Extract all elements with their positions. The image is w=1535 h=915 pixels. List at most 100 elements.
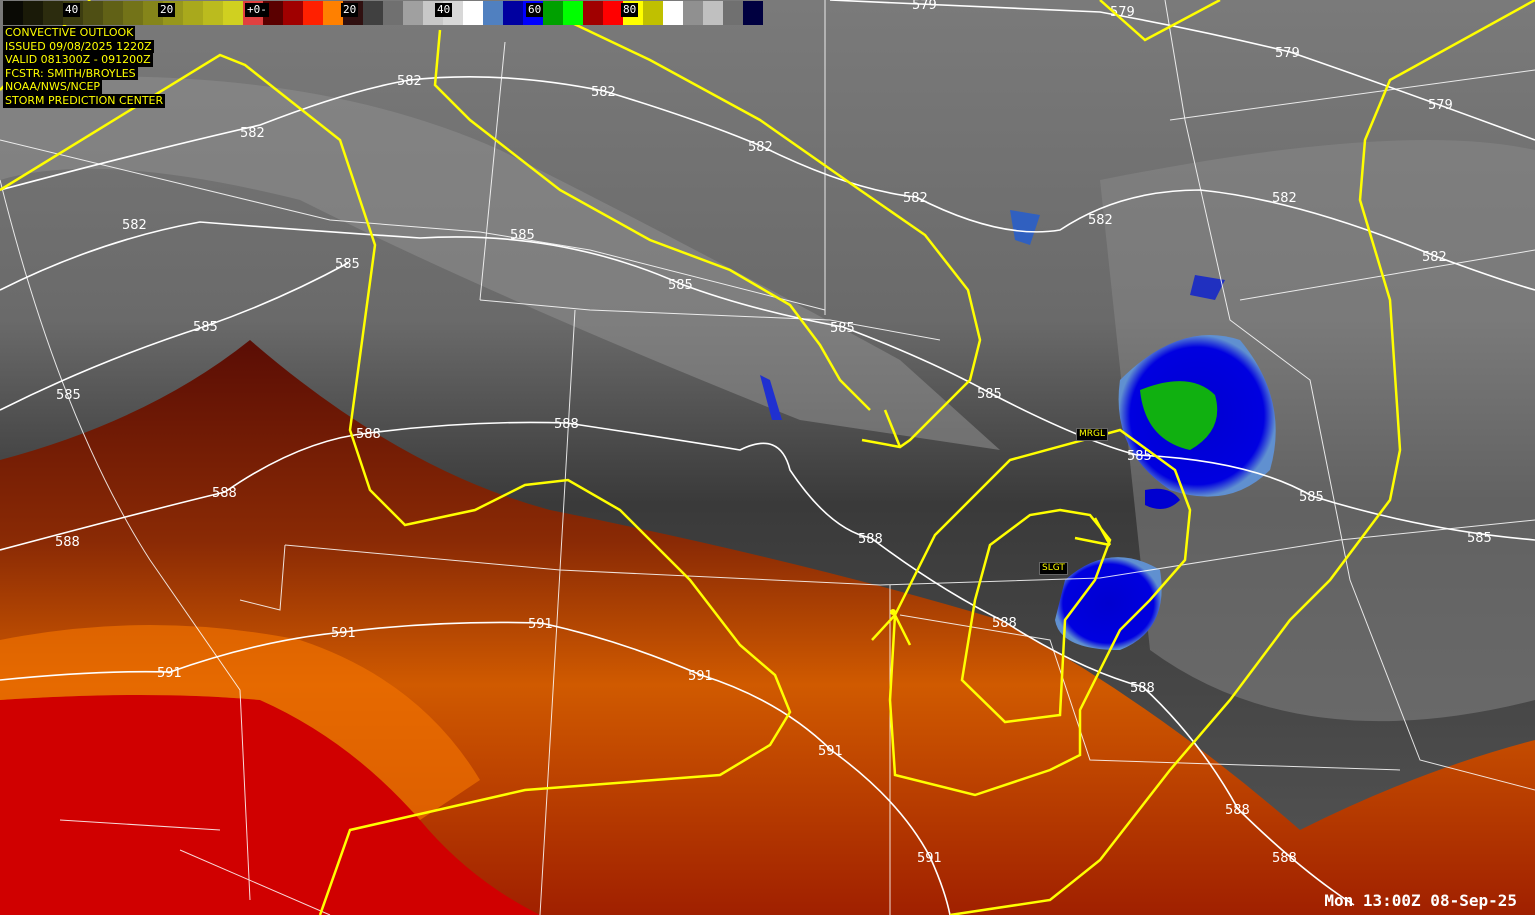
color-scale-segment	[563, 1, 583, 25]
storm-cell	[1145, 488, 1180, 509]
orange-band	[0, 625, 480, 820]
scale-tick: 80	[621, 3, 639, 17]
contour-label: 579	[1428, 98, 1453, 113]
scale-tick: 60	[526, 3, 544, 17]
scale-tick: 20	[158, 3, 176, 17]
contour-label: 585	[830, 321, 855, 336]
contour-585b	[0, 262, 349, 411]
contour-label: 588	[858, 532, 883, 547]
marginal-line-south	[871, 428, 1192, 797]
contour-label: 582	[748, 140, 773, 155]
contour-582	[0, 76, 1535, 291]
scale-tick: 20	[341, 3, 359, 17]
contour-label: 591	[818, 744, 843, 759]
storm-cell	[1190, 275, 1225, 300]
contour-label: 585	[56, 388, 81, 403]
color-scale-segment	[23, 1, 43, 25]
contour-label: 585	[335, 257, 360, 272]
contour-label: 585	[193, 320, 218, 335]
storm-cluster-south	[1055, 557, 1162, 650]
color-scale-segment	[303, 1, 323, 25]
contour-label: 582	[1272, 191, 1297, 206]
marginal-line-west	[0, 53, 792, 915]
scale-tick: +0-	[245, 3, 269, 17]
contour-label: 585	[668, 278, 693, 293]
contour-579	[829, 0, 1535, 141]
color-scale-segment	[683, 1, 703, 25]
color-scale-segment	[223, 1, 243, 25]
info-issued: ISSUED 09/08/2025 1220Z	[3, 39, 154, 54]
slight-risk-line	[960, 508, 1112, 724]
info-center: STORM PREDICTION CENTER	[3, 93, 166, 108]
contour-label: 588	[1130, 681, 1155, 696]
color-scale-segment	[83, 1, 103, 25]
marginal-line-east	[949, 0, 1535, 915]
color-scale-segment	[663, 1, 683, 25]
color-scale-segment	[483, 1, 503, 25]
color-scale-segment	[123, 1, 143, 25]
color-scale-bar	[3, 1, 763, 25]
contour-label: 588	[55, 535, 80, 550]
contour-label: 588	[1272, 851, 1297, 866]
color-scale-segment	[723, 1, 743, 25]
contour-label: 591	[331, 626, 356, 641]
contour-591	[0, 621, 951, 915]
contour-label: 588	[212, 486, 237, 501]
info-title: CONVECTIVE OUTLOOK	[3, 26, 136, 40]
info-forecasters: FCSTR: SMITH/BROYLES	[3, 66, 138, 81]
contour-585	[0, 221, 1535, 541]
contour-label: 582	[240, 126, 265, 141]
contour-label: 579	[1275, 46, 1300, 61]
storm-cell	[760, 375, 782, 420]
contour-label: 582	[1088, 213, 1113, 228]
color-scale-segment	[463, 1, 483, 25]
color-scale-segment	[3, 1, 23, 25]
contour-588	[0, 421, 1355, 906]
red-region	[0, 695, 540, 915]
color-scale-segment	[183, 1, 203, 25]
marginal-line-north	[569, 20, 982, 449]
color-scale-segment	[43, 1, 63, 25]
contour-labels: 579 579 579 579 582 582 582 582 582 582 …	[55, 0, 1492, 866]
contour-label: 582	[122, 218, 147, 233]
color-scale-segment	[503, 1, 523, 25]
outlook-point	[890, 609, 896, 615]
contour-label: 585	[1467, 531, 1492, 546]
contour-label: 585	[1299, 490, 1324, 505]
contour-label: 585	[1127, 449, 1152, 464]
scale-tick: 40	[63, 3, 81, 17]
color-scale-segment	[403, 1, 423, 25]
contour-label: 582	[1422, 250, 1447, 265]
color-scale-segment	[383, 1, 403, 25]
color-scale-segment	[363, 1, 383, 25]
info-agency: NOAA/NWS/NCEP	[3, 80, 103, 94]
color-scale-segment	[283, 1, 303, 25]
bright-cloud-band	[0, 76, 1000, 450]
color-scale-segment	[323, 1, 343, 25]
color-scale-segment	[643, 1, 663, 25]
contour-label: 579	[1110, 5, 1135, 20]
contour-label: 582	[397, 74, 422, 89]
contour-label: 585	[977, 387, 1002, 402]
contour-label: 579	[912, 0, 937, 13]
color-scale-segment	[703, 1, 723, 25]
color-scale-segment	[743, 1, 763, 25]
scale-tick: 40	[435, 3, 453, 17]
contour-label: 591	[157, 666, 182, 681]
info-valid: VALID 081300Z - 091200Z	[3, 53, 153, 67]
timestamp: Mon 13:00Z 08-Sep-25	[1324, 891, 1517, 910]
marginal-risk-label: MRGL	[1076, 428, 1109, 441]
color-scale-segment	[583, 1, 603, 25]
contour-label: 591	[917, 851, 942, 866]
color-scale-segment	[543, 1, 563, 25]
contour-label: 585	[510, 228, 535, 243]
contour-label: 588	[356, 427, 381, 442]
very-cold-tops	[1140, 381, 1218, 450]
slight-risk-label: SLGT	[1039, 562, 1068, 575]
contour-label: 591	[528, 617, 553, 632]
contour-label: 591	[688, 669, 713, 684]
